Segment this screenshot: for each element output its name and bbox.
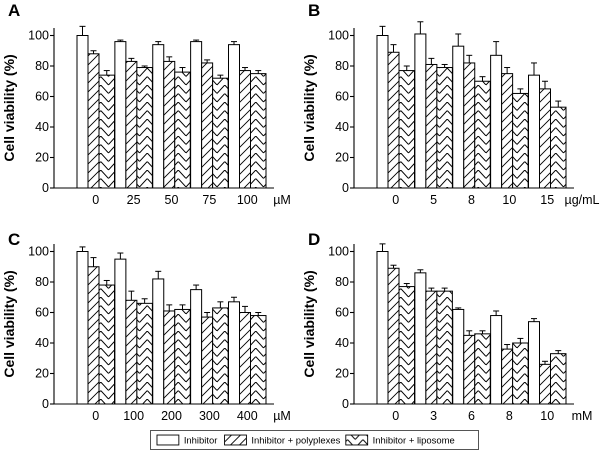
svg-text:6: 6 — [468, 409, 475, 423]
svg-text:15: 15 — [540, 193, 554, 207]
svg-text:0: 0 — [92, 409, 99, 423]
svg-text:3: 3 — [430, 409, 437, 423]
svg-text:8: 8 — [506, 409, 513, 423]
svg-text:200: 200 — [161, 409, 182, 423]
svg-text:60: 60 — [35, 90, 49, 104]
svg-text:0: 0 — [92, 193, 99, 207]
svg-text:40: 40 — [335, 120, 349, 134]
svg-text:10: 10 — [540, 409, 554, 423]
svg-text:300: 300 — [199, 409, 220, 423]
svg-text:10: 10 — [502, 193, 516, 207]
svg-text:80: 80 — [35, 59, 49, 73]
svg-text:100: 100 — [237, 193, 258, 207]
svg-text:0: 0 — [392, 193, 399, 207]
svg-text:0: 0 — [42, 181, 49, 195]
svg-text:µM: µM — [273, 193, 291, 207]
svg-text:Inhibitor + polyplexes: Inhibitor + polyplexes — [251, 435, 340, 446]
svg-text:60: 60 — [35, 306, 49, 320]
svg-text:25: 25 — [127, 193, 141, 207]
svg-text:Cell viability (%): Cell viability (%) — [301, 54, 317, 161]
svg-text:100: 100 — [123, 409, 144, 423]
svg-text:60: 60 — [335, 306, 349, 320]
svg-text:mM: mM — [572, 409, 593, 423]
svg-text:0: 0 — [342, 397, 349, 411]
svg-text:20: 20 — [335, 151, 349, 165]
svg-text:80: 80 — [335, 275, 349, 289]
svg-text:20: 20 — [35, 367, 49, 381]
svg-text:40: 40 — [335, 336, 349, 350]
svg-text:0: 0 — [342, 181, 349, 195]
svg-text:100: 100 — [328, 245, 349, 259]
svg-text:100: 100 — [28, 29, 49, 43]
svg-text:Cell viability (%): Cell viability (%) — [301, 270, 317, 377]
svg-text:0: 0 — [42, 397, 49, 411]
svg-text:Cell viability (%): Cell viability (%) — [1, 270, 17, 377]
svg-text:50: 50 — [165, 193, 179, 207]
svg-text:40: 40 — [35, 336, 49, 350]
svg-text:80: 80 — [335, 59, 349, 73]
svg-text:µg/mL: µg/mL — [565, 193, 600, 207]
svg-text:5: 5 — [430, 193, 437, 207]
svg-text:Inhibitor + liposome: Inhibitor + liposome — [373, 435, 455, 446]
svg-text:20: 20 — [35, 151, 49, 165]
svg-text:Inhibitor: Inhibitor — [184, 435, 218, 446]
svg-text:100: 100 — [328, 29, 349, 43]
svg-text:Cell viability (%): Cell viability (%) — [1, 54, 17, 161]
svg-text:20: 20 — [335, 367, 349, 381]
svg-text:µM: µM — [273, 409, 291, 423]
svg-text:8: 8 — [468, 193, 475, 207]
svg-text:80: 80 — [35, 275, 49, 289]
svg-text:75: 75 — [202, 193, 216, 207]
svg-text:400: 400 — [237, 409, 258, 423]
svg-text:40: 40 — [35, 120, 49, 134]
svg-text:60: 60 — [335, 90, 349, 104]
svg-text:100: 100 — [28, 245, 49, 259]
svg-text:0: 0 — [392, 409, 399, 423]
